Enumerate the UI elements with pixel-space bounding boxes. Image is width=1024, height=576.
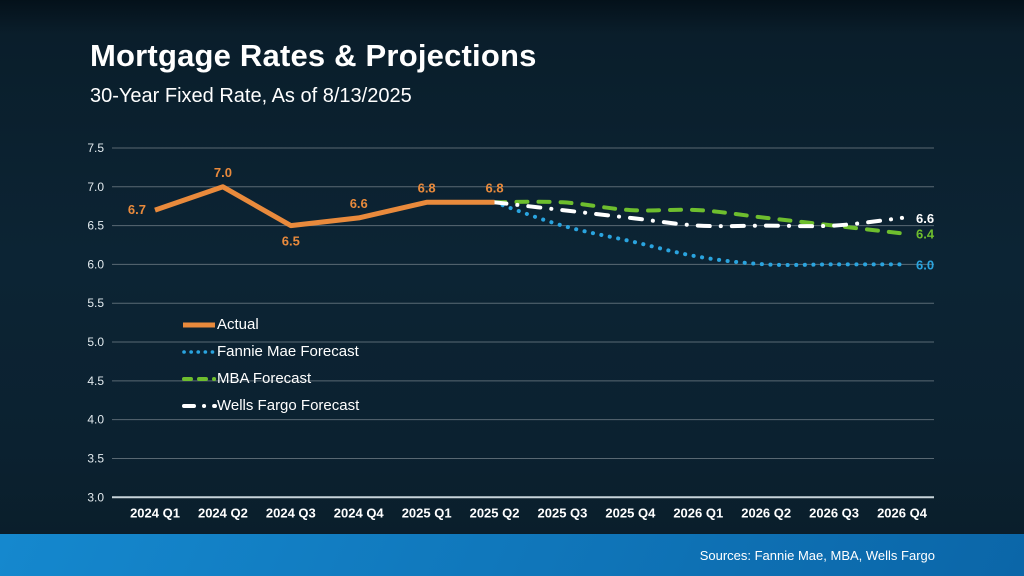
- footer-bar: Sources: Fannie Mae, MBA, Wells Fargo: [0, 534, 1024, 576]
- x-tick-label: 2026 Q3: [809, 505, 859, 520]
- actual-point-label: 6.5: [282, 234, 300, 249]
- page-title: Mortgage Rates & Projections: [90, 38, 537, 73]
- x-tick-label: 2025 Q2: [470, 505, 520, 520]
- legend-label-wells-fargo: Wells Fargo Forecast: [217, 397, 360, 414]
- sources-text: Sources: Fannie Mae, MBA, Wells Fargo: [699, 547, 935, 563]
- legend-label-mba: MBA Forecast: [217, 370, 312, 387]
- y-tick-label: 5.5: [87, 296, 104, 310]
- actual-line: [154, 184, 495, 229]
- legend-item-mba: MBA Forecast: [181, 365, 359, 392]
- y-tick-label: 6.0: [87, 257, 104, 271]
- y-tick-label: 7.5: [87, 141, 104, 155]
- legend-item-fannie-mae: Fannie Mae Forecast: [181, 338, 359, 365]
- mba-line-swatch: [182, 376, 217, 381]
- mba-forecast-line: [492, 199, 904, 236]
- wells-fargo-forecast-end-label: 6.6: [916, 211, 934, 226]
- actual-point-label: 7.0: [214, 165, 232, 180]
- x-tick-label: 2024 Q3: [266, 505, 316, 520]
- x-tick-label: 2026 Q1: [673, 505, 723, 520]
- legend-item-wells-fargo: Wells Fargo Forecast: [181, 392, 359, 419]
- y-tick-label: 4.5: [87, 374, 104, 388]
- x-tick-label: 2026 Q2: [741, 505, 791, 520]
- actual-line-swatch: [183, 322, 215, 327]
- mba-forecast-end-label: 6.4: [916, 226, 935, 241]
- wells-fargo-forecast-line: [492, 200, 904, 229]
- y-tick-label: 7.0: [87, 180, 104, 194]
- y-tick-label: 3.5: [87, 451, 104, 465]
- y-tick-label: 5.0: [87, 335, 104, 349]
- fannie-mae-forecast-end-label: 6.0: [916, 257, 934, 272]
- actual-point-label: 6.6: [350, 196, 368, 211]
- y-tick-label: 3.0: [87, 490, 104, 504]
- chart-legend: Actual Fannie Mae Forecast MBA Forecast …: [181, 311, 359, 419]
- legend-label-fannie-mae: Fannie Mae Forecast: [217, 343, 359, 360]
- legend-label-actual: Actual: [217, 316, 259, 333]
- y-tick-label: 6.5: [87, 219, 104, 233]
- y-tick-label: 4.0: [87, 413, 104, 427]
- actual-point-label: 6.8: [418, 180, 436, 195]
- x-tick-label: 2026 Q4: [877, 505, 928, 520]
- x-tick-label: 2025 Q1: [402, 505, 452, 520]
- x-tick-label: 2025 Q4: [605, 505, 656, 520]
- x-tick-label: 2024 Q1: [130, 505, 180, 520]
- actual-point-label: 6.7: [128, 202, 146, 217]
- legend-item-actual: Actual: [181, 311, 359, 338]
- x-tick-label: 2024 Q4: [334, 505, 385, 520]
- actual-point-label: 6.8: [486, 180, 504, 195]
- x-tick-label: 2024 Q2: [198, 505, 248, 520]
- x-tick-label: 2025 Q3: [538, 505, 588, 520]
- wells-fargo-line-swatch: [182, 403, 217, 408]
- fannie-mae-line-swatch: [182, 349, 217, 354]
- page-subtitle: 30-Year Fixed Rate, As of 8/13/2025: [90, 85, 412, 107]
